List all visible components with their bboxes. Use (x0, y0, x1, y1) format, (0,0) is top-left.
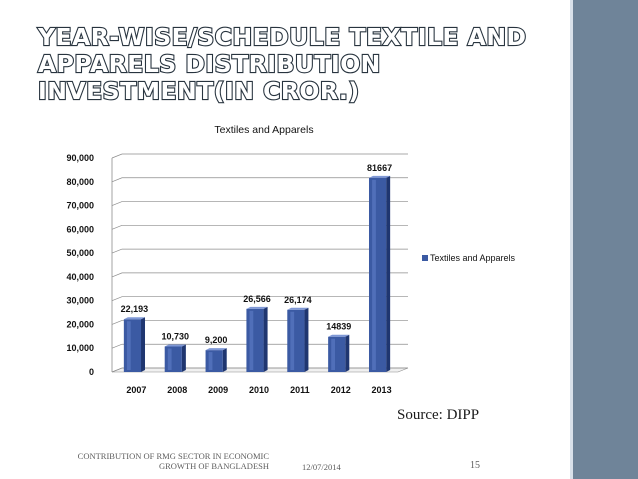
bar-highlight (167, 348, 172, 370)
bar-2012 (328, 334, 350, 372)
data-label-2013: 81667 (367, 163, 392, 173)
bar-front-face (287, 309, 305, 372)
x-tick-label: 2009 (208, 385, 228, 395)
bar-top-face (368, 175, 391, 178)
x-tick-label: 2011 (290, 385, 310, 395)
bar-front-face (246, 308, 264, 372)
bar-front-face (205, 350, 223, 372)
bar-2009 (205, 348, 227, 372)
bar-highlight (290, 311, 295, 370)
side-decoration-stripe (570, 0, 638, 479)
y-tick-label: 70,000 (66, 201, 94, 211)
bar-top-face (246, 306, 268, 309)
chart-bars (123, 175, 391, 372)
x-tick-label: 2012 (331, 385, 351, 395)
bar-top-face (287, 307, 309, 310)
gridline (111, 224, 408, 230)
gridline (111, 177, 408, 183)
y-tick-label: 10,000 (66, 343, 94, 353)
x-tick-label: 2013 (372, 385, 392, 395)
bar-highlight (372, 179, 376, 370)
bar-top-face (205, 348, 227, 351)
bar-side-face (345, 334, 350, 372)
gridline (111, 272, 408, 278)
bar-highlight (249, 310, 254, 370)
gridline (111, 201, 408, 206)
bar-front-face (164, 346, 182, 372)
bar-top-face (164, 344, 186, 347)
y-tick-label: 60,000 (66, 224, 94, 234)
gridline (111, 248, 408, 254)
data-label-2011: 26,174 (284, 295, 312, 305)
bar-top-face (123, 317, 146, 320)
slide-title: YEAR-WISE/SCHEDULE TEXTILE AND APPARELS … (37, 22, 527, 105)
bar-2011 (287, 307, 309, 372)
y-tick-label: 50,000 (66, 248, 94, 258)
bar-side-face (141, 317, 146, 372)
data-label-2008: 10,730 (162, 331, 190, 341)
chart-x-axis: 2007 2008 2009 2010 2011 2012 2013 (126, 385, 391, 395)
chart-legend: Textiles and Apparels (422, 253, 516, 263)
data-label-2010: 26,566 (243, 294, 271, 304)
bar-highlight (331, 338, 335, 370)
bar-front-face (328, 336, 346, 372)
bar-2013 (368, 175, 391, 372)
bar-top-face (328, 334, 350, 337)
bar-2010 (246, 306, 268, 372)
data-label-2007: 22,193 (121, 304, 149, 314)
source-note: Source: DIPP (397, 407, 480, 423)
y-tick-label: 0 (89, 367, 94, 377)
footer-date: 12/07/2014 (302, 462, 341, 472)
chart-data-labels: 22,193 10,730 9,200 26,566 26,174 14839 81667 (121, 163, 392, 345)
bar-side-face (263, 306, 268, 372)
bar-side-face (304, 307, 309, 372)
y-tick-label: 40,000 (66, 272, 94, 282)
legend-label: Textiles and Apparels (430, 253, 516, 263)
y-tick-label: 80,000 (66, 177, 94, 187)
gridline (111, 320, 408, 325)
legend-swatch (422, 255, 428, 261)
chart-title: Textiles and Apparels (214, 124, 313, 136)
chart-y-axis: 0 10,000 20,000 30,000 40,000 50,000 60,000 70,… (66, 153, 94, 377)
bar-highlight (126, 321, 131, 370)
gridline (111, 367, 408, 373)
bar-side-face (386, 175, 391, 372)
bar-side-face (222, 348, 227, 372)
bar-front-face (123, 319, 142, 372)
bar-highlight (208, 352, 213, 370)
x-tick-label: 2010 (249, 385, 269, 395)
data-label-2009: 9,200 (205, 335, 228, 345)
gridline (111, 343, 408, 349)
y-tick-label: 90,000 (66, 153, 94, 163)
x-tick-label: 2007 (126, 385, 146, 395)
bar-2007 (123, 317, 146, 372)
footer-presentation-title: CONTRIBUTION OF RMG SECTOR IN ECONOMIC G… (77, 451, 269, 471)
footer-page-number: 15 (470, 460, 480, 471)
y-tick-label: 20,000 (66, 319, 94, 329)
x-tick-label: 2008 (167, 385, 187, 395)
bar-front-face (368, 177, 387, 372)
gridline (111, 153, 408, 159)
bar-side-face (181, 344, 186, 372)
y-tick-label: 30,000 (66, 296, 94, 306)
gridline (111, 296, 408, 301)
bar-2008 (164, 344, 186, 372)
data-label-2012: 14839 (326, 322, 351, 332)
